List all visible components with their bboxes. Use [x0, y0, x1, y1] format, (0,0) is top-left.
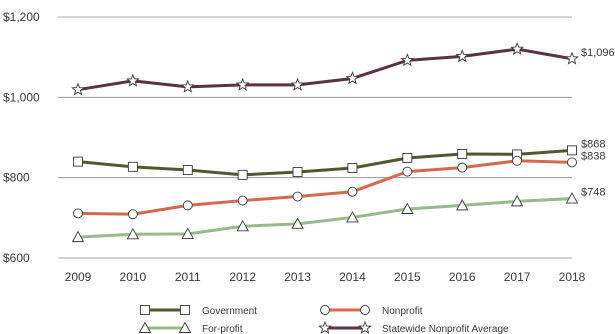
data-point-government — [182, 165, 193, 175]
data-point-for-profit — [401, 202, 414, 214]
data-point-government — [402, 153, 413, 163]
series-statewide-nonprofit-average: $1,096 — [71, 41, 615, 96]
legend-item-nonprofit: Nonprofit — [320, 305, 423, 317]
data-point-statewide-nonprofit-average — [400, 53, 415, 67]
data-point-statewide-nonprofit-average — [290, 77, 305, 91]
legend-marker-statewide-nonprofit-average — [318, 320, 332, 334]
data-point-government — [457, 149, 468, 159]
legend-marker-government — [180, 305, 190, 315]
legend-label-for-profit: For-profit — [202, 324, 243, 334]
data-point-government — [347, 163, 358, 173]
y-tick-label: $1,200 — [3, 10, 40, 24]
series-line-for-profit — [77, 197, 573, 239]
data-point-for-profit — [510, 194, 524, 207]
data-point-statewide-nonprofit-average — [180, 79, 195, 93]
series-line-government — [77, 148, 573, 177]
series-line-statewide-nonprofit-average — [77, 47, 573, 92]
data-point-for-profit — [181, 227, 195, 239]
data-point-nonprofit — [512, 155, 523, 166]
legend-marker-nonprofit — [360, 305, 370, 315]
series-government: $868 — [73, 138, 605, 180]
series-for-profit: $748 — [71, 187, 605, 243]
data-point-statewide-nonprofit-average — [345, 71, 360, 85]
data-point-statewide-nonprofit-average — [565, 51, 579, 65]
end-label-nonprofit: $838 — [581, 150, 605, 162]
series-group: $868$838 $748 $1,096 — [71, 41, 615, 243]
x-tick-label: 2010 — [120, 270, 147, 284]
y-tick-label: $1,000 — [3, 90, 40, 104]
data-point-statewide-nonprofit-average — [455, 49, 470, 63]
series-line-nonprofit — [77, 159, 573, 216]
data-point-statewide-nonprofit-average — [510, 41, 524, 55]
x-tick-label: 2015 — [394, 270, 421, 284]
data-point-for-profit — [346, 210, 359, 223]
gridlines — [58, 16, 572, 259]
legend-marker-statewide-nonprofit-average — [358, 320, 372, 334]
x-tick-label: 2018 — [559, 270, 586, 284]
legend-marker-for-profit — [138, 321, 152, 333]
legend-item-statewide-nonprofit-average: Statewide Nonprofit Average — [318, 320, 509, 334]
data-point-government — [567, 145, 577, 156]
data-point-government — [292, 167, 303, 177]
data-point-for-profit — [71, 230, 85, 243]
data-point-statewide-nonprofit-average — [235, 77, 250, 91]
y-axis-tick-labels: $600 $800 $1,000 $1,200 — [3, 10, 40, 265]
end-label-statewide-nonprofit-average: $1,096 — [581, 47, 615, 59]
data-point-nonprofit — [127, 209, 138, 220]
data-point-nonprofit — [292, 191, 303, 202]
data-point-nonprofit — [182, 200, 193, 211]
x-tick-label: 2009 — [65, 270, 92, 284]
legend: Government Nonprofit For-profit Statewide N… — [138, 305, 509, 334]
x-tick-label: 2017 — [504, 270, 531, 284]
data-point-government — [73, 156, 83, 167]
series-nonprofit: $838 — [73, 150, 605, 220]
end-label-government: $868 — [581, 138, 605, 150]
legend-label-government: Government — [202, 306, 257, 317]
data-point-nonprofit — [73, 208, 83, 219]
legend-item-for-profit: For-profit — [138, 321, 243, 334]
legend-marker-nonprofit — [320, 305, 330, 315]
legend-marker-government — [140, 305, 150, 315]
legend-marker-for-profit — [178, 321, 192, 333]
data-point-nonprofit — [237, 195, 248, 206]
x-tick-label: 2012 — [229, 270, 256, 284]
x-tick-label: 2011 — [175, 270, 201, 284]
x-tick-label: 2014 — [339, 270, 366, 284]
data-point-for-profit — [565, 192, 579, 204]
data-point-nonprofit — [457, 162, 468, 173]
x-axis-tick-labels: 2009 2010 2011 2012 2013 2014 2015 2016 2017 2018 — [65, 270, 586, 284]
data-point-nonprofit — [567, 157, 577, 168]
data-point-government — [237, 169, 248, 180]
data-point-nonprofit — [347, 186, 358, 197]
data-point-government — [127, 161, 138, 172]
y-tick-label: $800 — [3, 171, 30, 185]
legend-label-statewide-nonprofit-average: Statewide Nonprofit Average — [382, 324, 509, 334]
data-point-statewide-nonprofit-average — [71, 82, 85, 96]
data-point-for-profit — [291, 217, 304, 229]
x-tick-label: 2016 — [449, 270, 476, 284]
data-point-for-profit — [455, 198, 469, 211]
x-tick-label: 2013 — [284, 270, 311, 284]
y-tick-label: $600 — [3, 251, 30, 265]
end-label-for-profit: $748 — [581, 187, 605, 199]
legend-item-government: Government — [140, 305, 257, 317]
legend-label-nonprofit: Nonprofit — [382, 306, 423, 317]
data-point-nonprofit — [402, 166, 413, 177]
data-point-statewide-nonprofit-average — [126, 73, 140, 87]
data-point-for-profit — [236, 219, 249, 232]
data-point-for-profit — [126, 227, 140, 240]
